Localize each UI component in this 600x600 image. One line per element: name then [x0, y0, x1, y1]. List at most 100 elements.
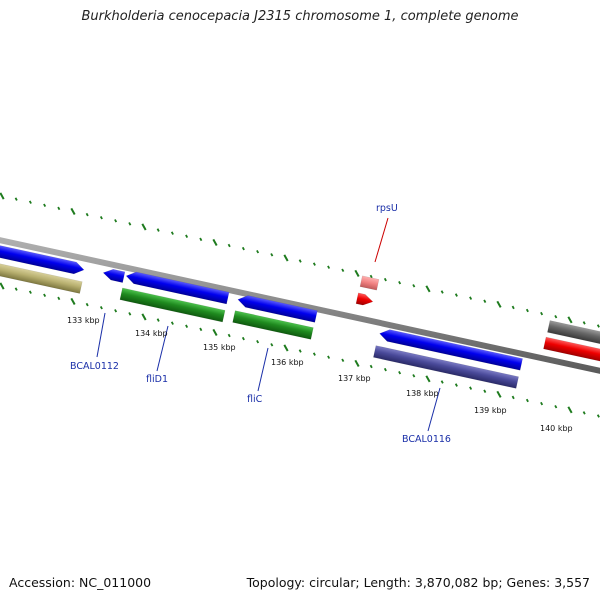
inner-minor-tick — [99, 305, 103, 310]
inner-minor-tick — [156, 318, 160, 322]
inner-minor-tick — [341, 358, 345, 363]
inner-minor-tick — [298, 349, 302, 353]
outer-minor-tick — [596, 324, 600, 328]
inner-minor-tick — [241, 336, 245, 341]
inner-major-tick — [425, 375, 431, 383]
tick-label: 139 kbp — [474, 406, 507, 415]
inner-minor-tick — [525, 398, 529, 403]
gene-label-rpsu: rpsU — [376, 203, 398, 214]
outer-major-tick — [567, 316, 573, 324]
cds-reverse — [543, 336, 600, 364]
leader-line — [374, 217, 389, 263]
gene-features — [0, 243, 600, 389]
gene-label-bcal0116: BCAL0116 — [402, 434, 451, 445]
outer-minor-tick — [412, 284, 416, 288]
inner-minor-tick — [14, 287, 18, 291]
outer-major-tick — [70, 207, 76, 215]
inner-major-tick — [354, 359, 360, 367]
outer-minor-tick — [14, 197, 18, 201]
rna-feature — [359, 275, 380, 291]
cds-reverse — [373, 345, 519, 389]
outer-minor-tick — [525, 308, 529, 313]
gene-label-bcal0112: BCAL0112 — [70, 361, 119, 372]
inner-minor-tick — [128, 312, 132, 316]
leader-line — [257, 347, 269, 392]
inner-minor-tick — [483, 389, 487, 394]
gene-labels: BCAL0112 fliD1 fliC BCAL0116 rpsU — [70, 203, 451, 445]
tick-label: 133 kbp — [67, 316, 100, 325]
inner-minor-tick — [554, 404, 558, 409]
outer-minor-tick — [270, 253, 274, 257]
inner-tick-ring — [0, 282, 600, 418]
inner-minor-tick — [454, 383, 458, 387]
cds-forward — [237, 295, 318, 323]
outer-minor-tick — [312, 262, 316, 266]
inner-major-tick — [496, 390, 502, 398]
outer-minor-tick — [582, 321, 586, 325]
map-title: Burkholderia cenocepacia J2315 chromosom… — [81, 9, 519, 24]
outer-minor-tick — [454, 293, 458, 297]
gene-label-flic: fliC — [247, 394, 263, 405]
outer-minor-tick — [227, 243, 231, 248]
outer-minor-tick — [43, 203, 47, 208]
outer-minor-tick — [114, 219, 118, 223]
outer-major-tick — [141, 223, 147, 231]
inner-minor-tick — [398, 370, 402, 375]
gene-label-flid1: fliD1 — [146, 374, 168, 385]
outer-minor-tick — [511, 305, 515, 310]
outer-major-tick — [354, 269, 360, 277]
inner-minor-tick — [582, 411, 586, 415]
inner-minor-tick — [114, 309, 118, 313]
tick-label: 134 kbp — [135, 329, 168, 338]
outer-minor-tick — [156, 228, 160, 232]
rna-feature — [355, 292, 374, 306]
outer-minor-tick — [483, 299, 487, 304]
cds-forward — [0, 243, 85, 275]
leader-line — [427, 387, 441, 432]
inner-minor-tick — [185, 324, 189, 329]
inner-major-tick — [567, 406, 573, 414]
outer-minor-tick — [341, 268, 345, 273]
inner-minor-tick — [57, 296, 61, 301]
inner-minor-tick — [540, 401, 544, 406]
inner-minor-tick — [85, 302, 89, 307]
outer-minor-tick — [185, 234, 189, 239]
outer-major-tick — [0, 192, 5, 200]
outer-minor-tick — [241, 246, 245, 251]
outer-minor-tick — [327, 265, 331, 269]
tick-label: 135 kbp — [203, 343, 236, 352]
label-leaders — [96, 217, 441, 432]
inner-minor-tick — [596, 414, 600, 418]
inner-minor-tick — [511, 395, 515, 400]
inner-minor-tick — [170, 321, 174, 325]
inner-minor-tick — [28, 290, 32, 294]
outer-minor-tick — [540, 311, 544, 316]
leader-line — [156, 325, 169, 372]
inner-minor-tick — [312, 352, 316, 356]
outer-minor-tick — [383, 277, 387, 282]
outer-major-tick — [212, 238, 218, 246]
chromosome-backbone — [0, 237, 600, 374]
inner-minor-tick — [369, 364, 373, 369]
inner-minor-tick — [256, 339, 260, 344]
inner-major-tick — [141, 313, 147, 321]
inner-minor-tick — [469, 386, 473, 390]
inner-minor-tick — [440, 380, 444, 384]
outer-major-tick — [283, 254, 289, 262]
outer-minor-tick — [554, 314, 558, 319]
outer-major-tick — [496, 300, 502, 308]
tick-label: 140 kbp — [540, 424, 573, 433]
outer-minor-tick — [85, 212, 89, 217]
inner-major-tick — [283, 344, 289, 352]
outer-minor-tick — [28, 200, 32, 204]
outer-minor-tick — [99, 215, 103, 220]
tick-label: 138 kbp — [406, 389, 439, 398]
inner-major-tick — [70, 297, 76, 305]
inner-minor-tick — [270, 343, 274, 347]
inner-minor-tick — [412, 374, 416, 378]
outer-minor-tick — [170, 231, 174, 235]
outer-minor-tick — [128, 222, 132, 226]
inner-major-tick — [0, 282, 5, 290]
outer-minor-tick — [469, 296, 473, 300]
